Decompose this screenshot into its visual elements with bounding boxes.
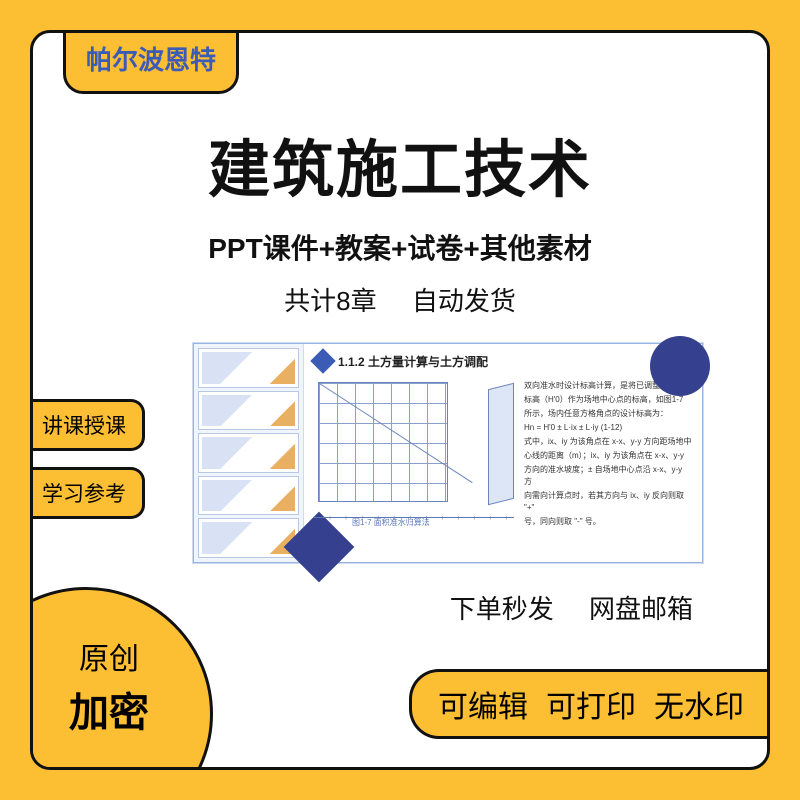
- slide-text-line: 标高（H'0）作为场地中心点的标高，如图1-7: [524, 394, 692, 406]
- slide-text-line: 心线的距离（m）；ix、iy 为该角点在 x-x、y-y: [524, 450, 692, 462]
- slide: 1.1.2 土方量计算与土方调配 + + + + + + + + + + + +…: [304, 344, 702, 562]
- left-tags: 讲课授课 学习参考: [30, 399, 145, 519]
- cloud-mail: 网盘邮箱: [589, 594, 693, 624]
- thumb: [198, 348, 299, 388]
- info-line: 共计8章 自动发货: [33, 281, 767, 318]
- main-title: 建筑施工技术: [33, 119, 767, 209]
- slide-decor: [650, 336, 710, 396]
- slide-text-line: 式中，ix、iy 为该角点在 x-x、y-y 方向距场地中: [524, 436, 692, 448]
- slide-text-line: 向需向计算点时，若其方向与 ix、iy 反向则取 "+": [524, 490, 692, 514]
- diagram-parallelogram: [488, 383, 514, 505]
- slide-text: 双向准水时设计标高计算，是将已调整的设计 标高（H'0）作为场地中心点的标高，如…: [524, 378, 692, 530]
- thumb: [198, 518, 299, 558]
- thumbnail-panel: [194, 344, 304, 562]
- slide-title-row: 1.1.2 土方量计算与土方调配: [314, 352, 692, 370]
- diamond-icon: [310, 348, 335, 373]
- chapters-label: 共计8章: [284, 286, 376, 316]
- subtitle: PPT课件+教案+试卷+其他素材: [33, 227, 767, 267]
- diagram-grid: [318, 382, 448, 502]
- diagram: + + + + + + + + + + + + 图1-7 面积准水归算法: [314, 378, 514, 528]
- slide-body: + + + + + + + + + + + + 图1-7 面积准水归算法 双向准…: [314, 378, 692, 530]
- thumb: [198, 391, 299, 431]
- feature-no-watermark: 无水印: [654, 682, 744, 726]
- left-tag-teach: 讲课授课: [30, 399, 145, 451]
- feature-printable: 可打印: [546, 682, 636, 726]
- left-tag-study: 学习参考: [30, 467, 145, 519]
- slide-text-line: 号，同向则取 "-" 号。: [524, 516, 692, 528]
- instant-send: 下单秒发: [450, 594, 554, 624]
- card: 帕尔波恩特 建筑施工技术 PPT课件+教案+试卷+其他素材 共计8章 自动发货 …: [30, 30, 770, 770]
- brand-tab: 帕尔波恩特: [63, 30, 239, 94]
- ppt-preview: 1.1.2 土方量计算与土方调配 + + + + + + + + + + + +…: [193, 343, 703, 563]
- badge-line1: 原创: [79, 634, 139, 678]
- thumb: [198, 476, 299, 516]
- badge-line2: 加密: [69, 680, 149, 738]
- diagram-caption: 图1-7 面积准水归算法: [352, 517, 430, 528]
- original-badge: 原创 加密: [30, 587, 213, 770]
- slide-text-line: 方向的准水坡度；± 自场地中心点沿 x-x、y-y 方: [524, 464, 692, 488]
- delivery-info: 下单秒发 网盘邮箱: [436, 589, 707, 626]
- thumb: [198, 433, 299, 473]
- feature-editable: 可编辑: [438, 682, 528, 726]
- feature-bar: 可编辑 可打印 无水印: [409, 669, 770, 739]
- auto-ship-label: 自动发货: [412, 286, 516, 316]
- slide-text-line: Hn = H'0 ± L·ix ± L·iy (1-12): [524, 422, 692, 434]
- slide-heading: 1.1.2 土方量计算与土方调配: [338, 353, 488, 370]
- slide-text-line: 所示，场内任意方格角点的设计标高为：: [524, 408, 692, 420]
- brand-text: 帕尔波恩特: [86, 45, 216, 75]
